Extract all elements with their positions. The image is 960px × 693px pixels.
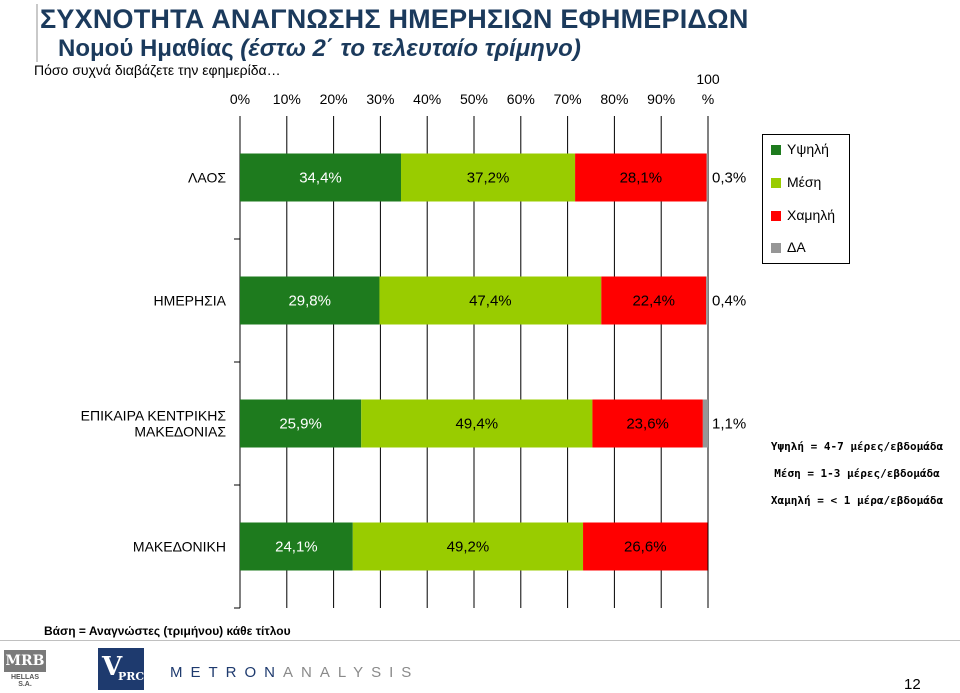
legend-item-na: ΔΑ (771, 239, 806, 255)
data-label-1-0: 29,8% (288, 293, 331, 310)
bar-2-3 (702, 399, 708, 448)
base-note: Βάση = Αναγνώστες (τριμήνου) κάθε τίτλου (44, 624, 291, 638)
bar-3-0 (240, 522, 353, 571)
bar-1-0 (240, 276, 380, 325)
data-label-3-2: 26,6% (624, 539, 667, 556)
title-rule (36, 4, 38, 62)
bar-1-1 (379, 276, 602, 325)
bar-2-0 (240, 399, 362, 448)
data-label-0-2: 28,1% (620, 170, 663, 187)
data-label-2-0: 25,9% (279, 416, 322, 433)
vprc-logo-text: PRC (118, 670, 145, 683)
chart-legend: Υψηλή Μέση Χαμηλή ΔΑ (762, 134, 850, 264)
category-label-0: ΛΑΟΣ (188, 170, 226, 186)
bar-2-2 (592, 399, 703, 448)
category-label-3: ΜΑΚΕΔΟΝΙΚΗ (133, 539, 226, 555)
x-tick-label-10-b: % (702, 91, 714, 107)
legend-swatch-medium (771, 178, 781, 189)
definition-high: Υψηλή = 4-7 μέρες/εβδομάδα (770, 440, 944, 453)
legend-swatch-high (771, 145, 781, 156)
metron-logo-part1: METRON (170, 664, 283, 681)
x-tick-label-2: 20% (320, 91, 348, 107)
legend-swatch-low (771, 211, 781, 222)
x-tick-label-8: 80% (600, 91, 628, 107)
bar-1-2 (601, 276, 707, 325)
definition-medium: Μέση = 1-3 μέρες/εβδομάδα (774, 467, 940, 480)
category-label-1: ΗΜΕΡΗΣΙΑ (154, 293, 227, 309)
mrb-logo: MRB HELLAS S.A. (4, 650, 46, 688)
definition-low: Χαμηλή = < 1 μέρα/εβδομάδα (770, 494, 944, 507)
x-tick-label-5: 50% (460, 91, 488, 107)
legend-label-high: Υψηλή (787, 141, 829, 157)
title-bar: ΣΥΧΝΟΤΗΤΑ ΑΝΑΓΝΩΣΗΣ ΗΜΕΡΗΣΙΩΝ ΕΦΗΜΕΡΙΔΩΝ… (0, 0, 960, 62)
data-label-0-1: 37,2% (467, 170, 510, 187)
data-label-3-1: 49,2% (447, 539, 490, 556)
legend-label-low: Χαμηλή (787, 207, 836, 223)
legend-swatch-na (771, 243, 781, 254)
data-label-0-0: 34,4% (299, 170, 342, 187)
x-tick-label-3: 30% (366, 91, 394, 107)
bar-0-0 (240, 153, 401, 202)
mrb-logo-sub: HELLAS S.A. (11, 674, 39, 688)
legend-item-high: Υψηλή (771, 141, 829, 157)
bar-3-1 (352, 522, 584, 571)
legend-item-low: Χαμηλή (771, 207, 835, 223)
metron-analysis-logo: METRONANALYSIS (170, 664, 419, 681)
data-label-1-2: 22,4% (632, 293, 675, 310)
vprc-logo-box: V PRC (98, 648, 144, 690)
x-tick-label-10-a: 100 (696, 71, 720, 87)
bar-1-3 (706, 276, 708, 325)
data-label-2-3: 1,1% (712, 416, 746, 433)
x-tick-label-6: 60% (507, 91, 535, 107)
data-label-2-2: 23,6% (626, 416, 669, 433)
bar-3-2 (583, 522, 708, 571)
page-title: ΣΥΧΝΟΤΗΤΑ ΑΝΑΓΝΩΣΗΣ ΗΜΕΡΗΣΙΩΝ ΕΦΗΜΕΡΙΔΩΝ (40, 4, 749, 34)
vprc-logo-v: V (102, 652, 123, 682)
mrb-logo-mark: MRB (4, 650, 46, 672)
legend-item-medium: Μέση (771, 174, 821, 190)
stacked-bar-chart: 0% 10% 20% 30% 40% 50% 60% 70% 80% 90% 100% ΛΑΟΣ 34,… (81, 71, 746, 609)
x-tick-label-7: 70% (554, 91, 582, 107)
x-tick-label-9: 90% (647, 91, 675, 107)
data-label-2-1: 49,4% (456, 416, 499, 433)
footer-divider (0, 640, 960, 641)
data-label-1-1: 47,4% (469, 293, 512, 310)
frequency-definitions: Υψηλή = 4-7 μέρες/εβδομάδα Μέση = 1-3 μέ… (754, 436, 960, 516)
page-subtitle: Νομού Ημαθίας (έστω 2΄ το τελευταίο τρίμ… (58, 35, 581, 63)
metron-logo-part2: ANALYSIS (283, 664, 420, 681)
subtitle-period: (έστω 2΄ το τελευταίο τρίμηνο) (240, 35, 581, 62)
subtitle-region: Νομού Ημαθίας (58, 35, 234, 62)
data-label-3-0: 24,1% (275, 539, 318, 556)
page-number: 12 (904, 676, 921, 693)
category-label-2-1: ΜΑΚΕΔΟΝΙΑΣ (134, 424, 226, 440)
x-tick-label-0: 0% (230, 91, 250, 107)
vprc-logo: V PRC (98, 648, 144, 690)
bar-0-3 (706, 153, 708, 202)
bar-0-1 (400, 153, 576, 202)
legend-label-na: ΔΑ (787, 239, 806, 255)
data-label-0-3: 0,3% (712, 170, 746, 187)
bar-0-2 (575, 153, 707, 202)
legend-label-medium: Μέση (787, 174, 822, 190)
x-tick-label-1: 10% (273, 91, 301, 107)
category-label-2-0: ΕΠΙΚΑΙΡΑ ΚΕΝΤΡΙΚΗΣ (81, 408, 227, 424)
data-label-1-3: 0,4% (712, 293, 746, 310)
x-tick-label-4: 40% (413, 91, 441, 107)
survey-question: Πόσο συχνά διαβάζετε την εφημερίδα… (34, 62, 281, 78)
bar-2-1 (361, 399, 593, 448)
